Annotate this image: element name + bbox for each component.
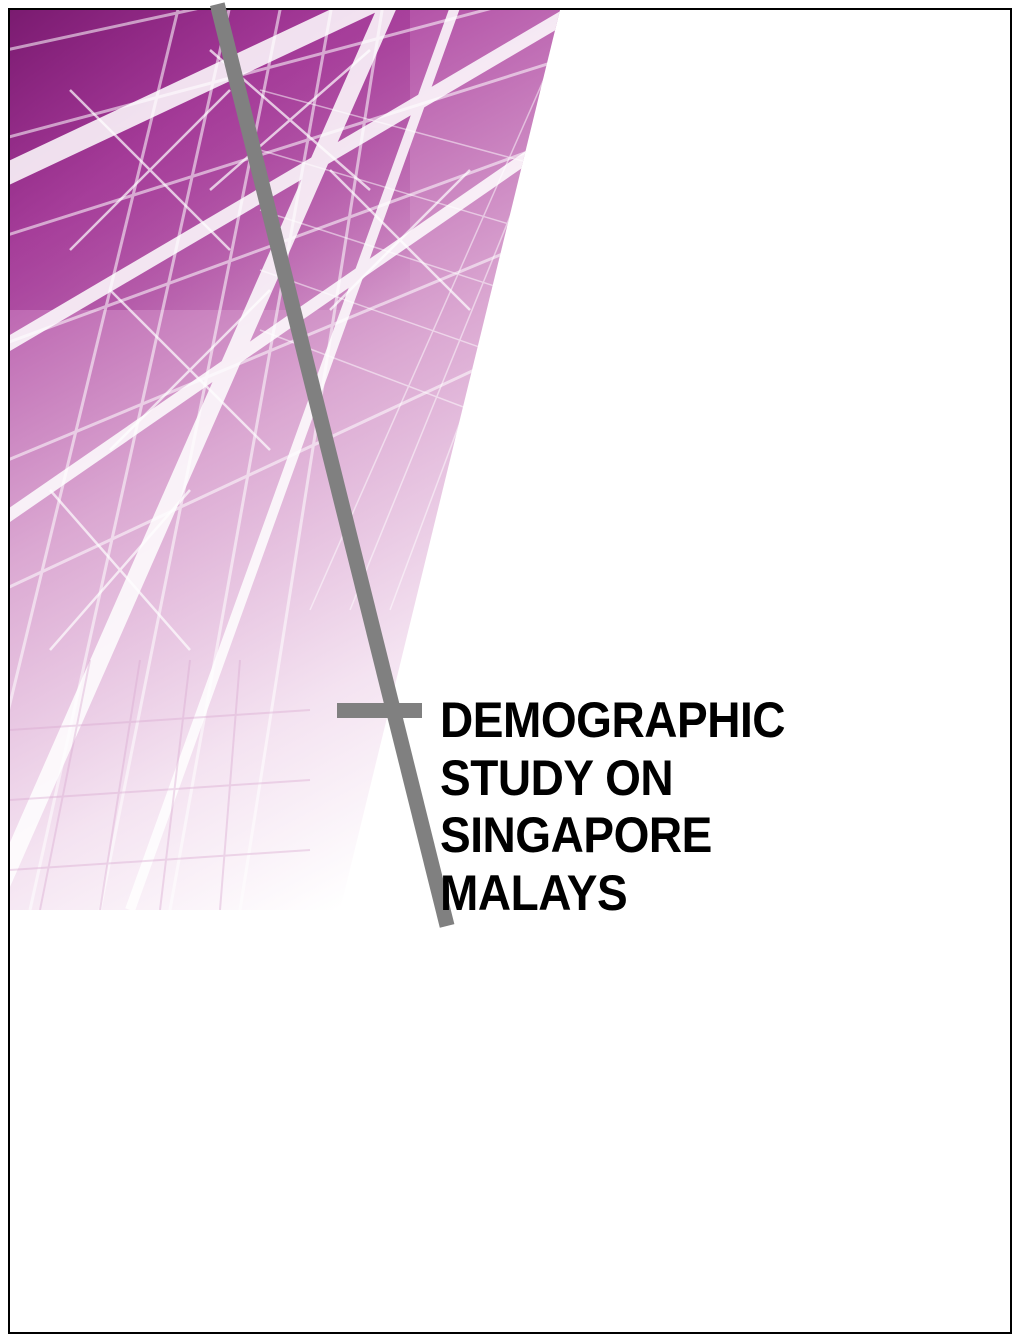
accent-horizontal-bar bbox=[337, 703, 422, 718]
title-line-4: MALAYS bbox=[440, 865, 785, 923]
title-line-3: SINGAPORE bbox=[440, 807, 785, 865]
cover-title: DEMOGRAPHIC STUDY ON SINGAPORE MALAYS bbox=[440, 692, 785, 922]
title-line-2: STUDY ON bbox=[440, 750, 785, 808]
title-line-1: DEMOGRAPHIC bbox=[440, 692, 785, 750]
